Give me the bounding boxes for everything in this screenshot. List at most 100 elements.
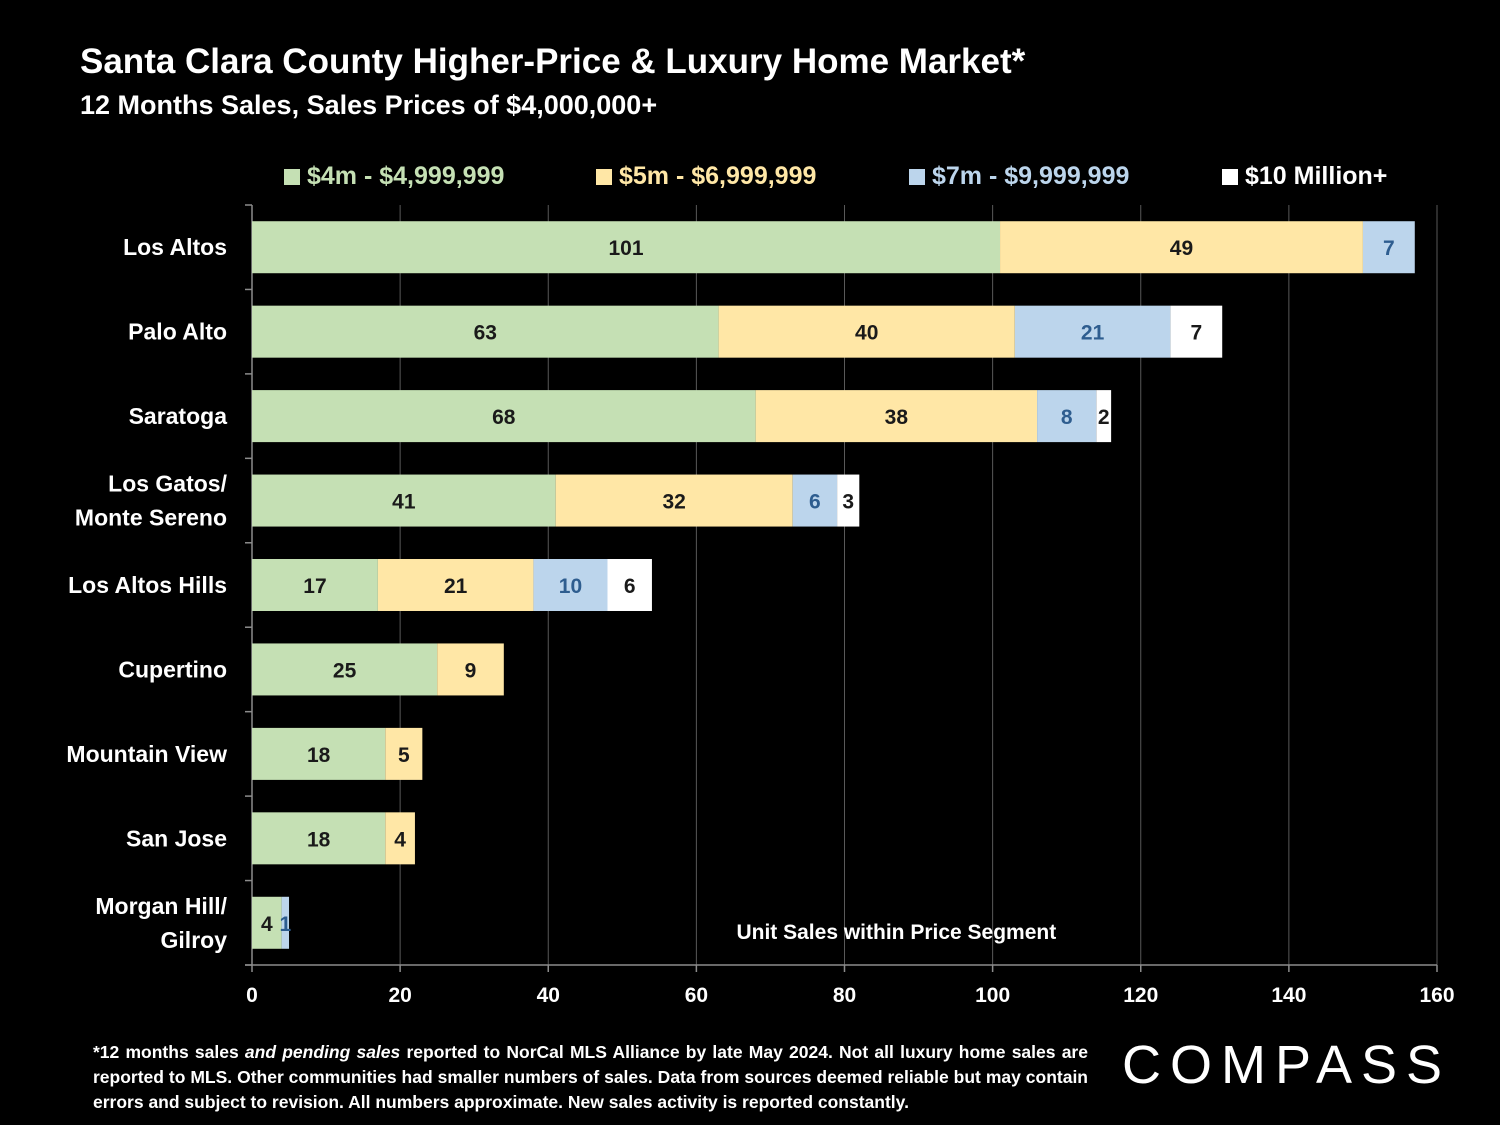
category-label-8: Morgan Hill/Gilroy (95, 893, 227, 953)
category-label-line-5-0: Cupertino (118, 656, 227, 682)
x-tick-label-140: 140 (1271, 984, 1306, 1007)
data-label-1-series-3: 7 (1190, 322, 1202, 345)
data-label-8-series-0: 4 (261, 913, 273, 936)
data-label-3-series-1: 32 (662, 491, 685, 514)
footnote: *12 months sales and pending sales repor… (93, 1040, 1088, 1115)
data-label-4-series-2: 10 (559, 575, 582, 598)
category-label-5: Cupertino (118, 656, 227, 682)
bar-3-series-3 (837, 474, 860, 527)
legend-swatch-7m (909, 168, 925, 185)
bar-3-series-1 (555, 474, 793, 527)
data-label-1-series-0: 63 (474, 322, 497, 345)
category-label-line-0-0: Los Altos (123, 234, 227, 260)
bar-0-series-0 (252, 221, 1001, 274)
data-label-0-series-0: 101 (608, 237, 643, 260)
data-label-8-series-2: 1 (279, 913, 291, 936)
data-label-7-series-1: 4 (394, 828, 406, 851)
data-label-2-series-1: 38 (885, 406, 909, 429)
data-label-1-series-2: 21 (1081, 322, 1105, 345)
bar-3-series-2 (792, 474, 838, 527)
category-label-line-6-0: Mountain View (66, 741, 227, 767)
chart-annotation: Unit Sales within Price Segment (736, 921, 1056, 944)
bar-2-series-3 (1096, 390, 1112, 443)
x-tick-label-160: 160 (1419, 984, 1454, 1007)
bar-1-series-3 (1170, 305, 1223, 358)
chart-subtitle: 12 Months Sales, Sales Prices of $4,000,… (80, 90, 658, 120)
bar-3-series-0 (252, 474, 556, 527)
legend-label-5m: $5m - $6,999,999 (619, 162, 817, 190)
bar-8-series-2 (281, 896, 290, 949)
legend-item-10m: $10 Million+ (1222, 162, 1387, 191)
category-label-6: Mountain View (66, 741, 227, 767)
data-label-4-series-3: 6 (624, 575, 636, 598)
legend-item-4m: $4m - $4,999,999 (284, 162, 504, 191)
bar-6-series-1 (385, 727, 423, 780)
category-label-4: Los Altos Hills (68, 572, 227, 598)
x-tick-label-60: 60 (685, 984, 708, 1007)
data-label-2-series-3: 2 (1098, 406, 1110, 429)
category-label-3: Los Gatos/Monte Sereno (75, 471, 228, 531)
bar-1-series-1 (718, 305, 1015, 358)
data-label-3-series-3: 3 (842, 491, 854, 514)
bar-4-series-1 (377, 559, 534, 611)
data-label-0-series-1: 49 (1170, 237, 1193, 260)
footnote-italic: and pending sales (244, 1042, 401, 1062)
category-label-7: San Jose (126, 825, 227, 851)
category-label-line-2-0: Saratoga (129, 403, 228, 429)
category-label-line-3-1: Monte Sereno (75, 505, 227, 531)
legend-swatch-5m (596, 168, 612, 185)
x-tick-label-120: 120 (1123, 984, 1158, 1007)
data-label-7-series-0: 18 (307, 828, 331, 851)
bar-2-series-0 (252, 390, 756, 443)
bar-1-series-0 (252, 305, 719, 358)
data-label-4-series-0: 17 (303, 575, 326, 598)
data-label-6-series-1: 5 (398, 744, 410, 767)
bar-5-series-0 (252, 643, 438, 696)
data-label-6-series-0: 18 (307, 744, 331, 767)
data-label-5-series-1: 9 (465, 659, 477, 682)
category-label-line-8-1: Gilroy (161, 927, 228, 953)
data-label-1-series-1: 40 (855, 322, 878, 345)
bar-6-series-0 (252, 727, 386, 780)
legend-swatch-10m (1222, 168, 1238, 185)
bar-0-series-2 (1362, 221, 1415, 274)
x-tick-label-100: 100 (975, 984, 1010, 1007)
category-label-line-7-0: San Jose (126, 825, 227, 851)
legend-label-7m: $7m - $9,999,999 (932, 162, 1130, 190)
category-label-0: Los Altos (123, 234, 227, 260)
compass-logo: COMPASS (1122, 1035, 1452, 1095)
legend-label-10m: $10 Million+ (1245, 162, 1388, 190)
legend-item-7m: $7m - $9,999,999 (909, 162, 1129, 191)
legend-swatch-4m (284, 168, 300, 185)
data-label-3-series-0: 41 (392, 491, 416, 514)
bar-2-series-1 (755, 390, 1038, 443)
x-tick-label-0: 0 (246, 984, 258, 1007)
bar-4-series-2 (533, 559, 608, 611)
bar-7-series-1 (385, 812, 415, 865)
bar-1-series-2 (1014, 305, 1171, 358)
bar-8-series-0 (252, 896, 282, 949)
legend: $4m - $4,999,999 $5m - $6,999,999 $7m - … (0, 162, 1500, 196)
legend-label-4m: $4m - $4,999,999 (307, 162, 505, 190)
category-label-line-1-0: Palo Alto (128, 319, 227, 345)
x-tick-label-20: 20 (388, 984, 411, 1007)
data-label-2-series-0: 68 (492, 406, 516, 429)
bar-4-series-0 (252, 559, 378, 611)
footnote-text-2: reported to NorCal MLS Alliance by late … (93, 1042, 1088, 1112)
category-label-line-4-0: Los Altos Hills (68, 572, 227, 598)
category-label-line-8-0: Morgan Hill/ (95, 893, 227, 919)
data-label-0-series-2: 7 (1383, 237, 1395, 260)
footnote-text-1: *12 months sales (93, 1042, 245, 1062)
data-label-2-series-2: 8 (1061, 406, 1073, 429)
category-label-1: Palo Alto (128, 319, 227, 345)
x-tick-label-40: 40 (537, 984, 560, 1007)
x-tick-label-80: 80 (833, 984, 856, 1007)
data-label-5-series-0: 25 (333, 659, 357, 682)
bar-4-series-3 (607, 559, 652, 611)
chart-title: Santa Clara County Higher-Price & Luxury… (80, 42, 1026, 81)
data-label-4-series-1: 21 (444, 575, 468, 598)
category-label-2: Saratoga (129, 403, 228, 429)
category-label-line-3-0: Los Gatos/ (108, 471, 227, 497)
bar-5-series-1 (437, 643, 504, 696)
